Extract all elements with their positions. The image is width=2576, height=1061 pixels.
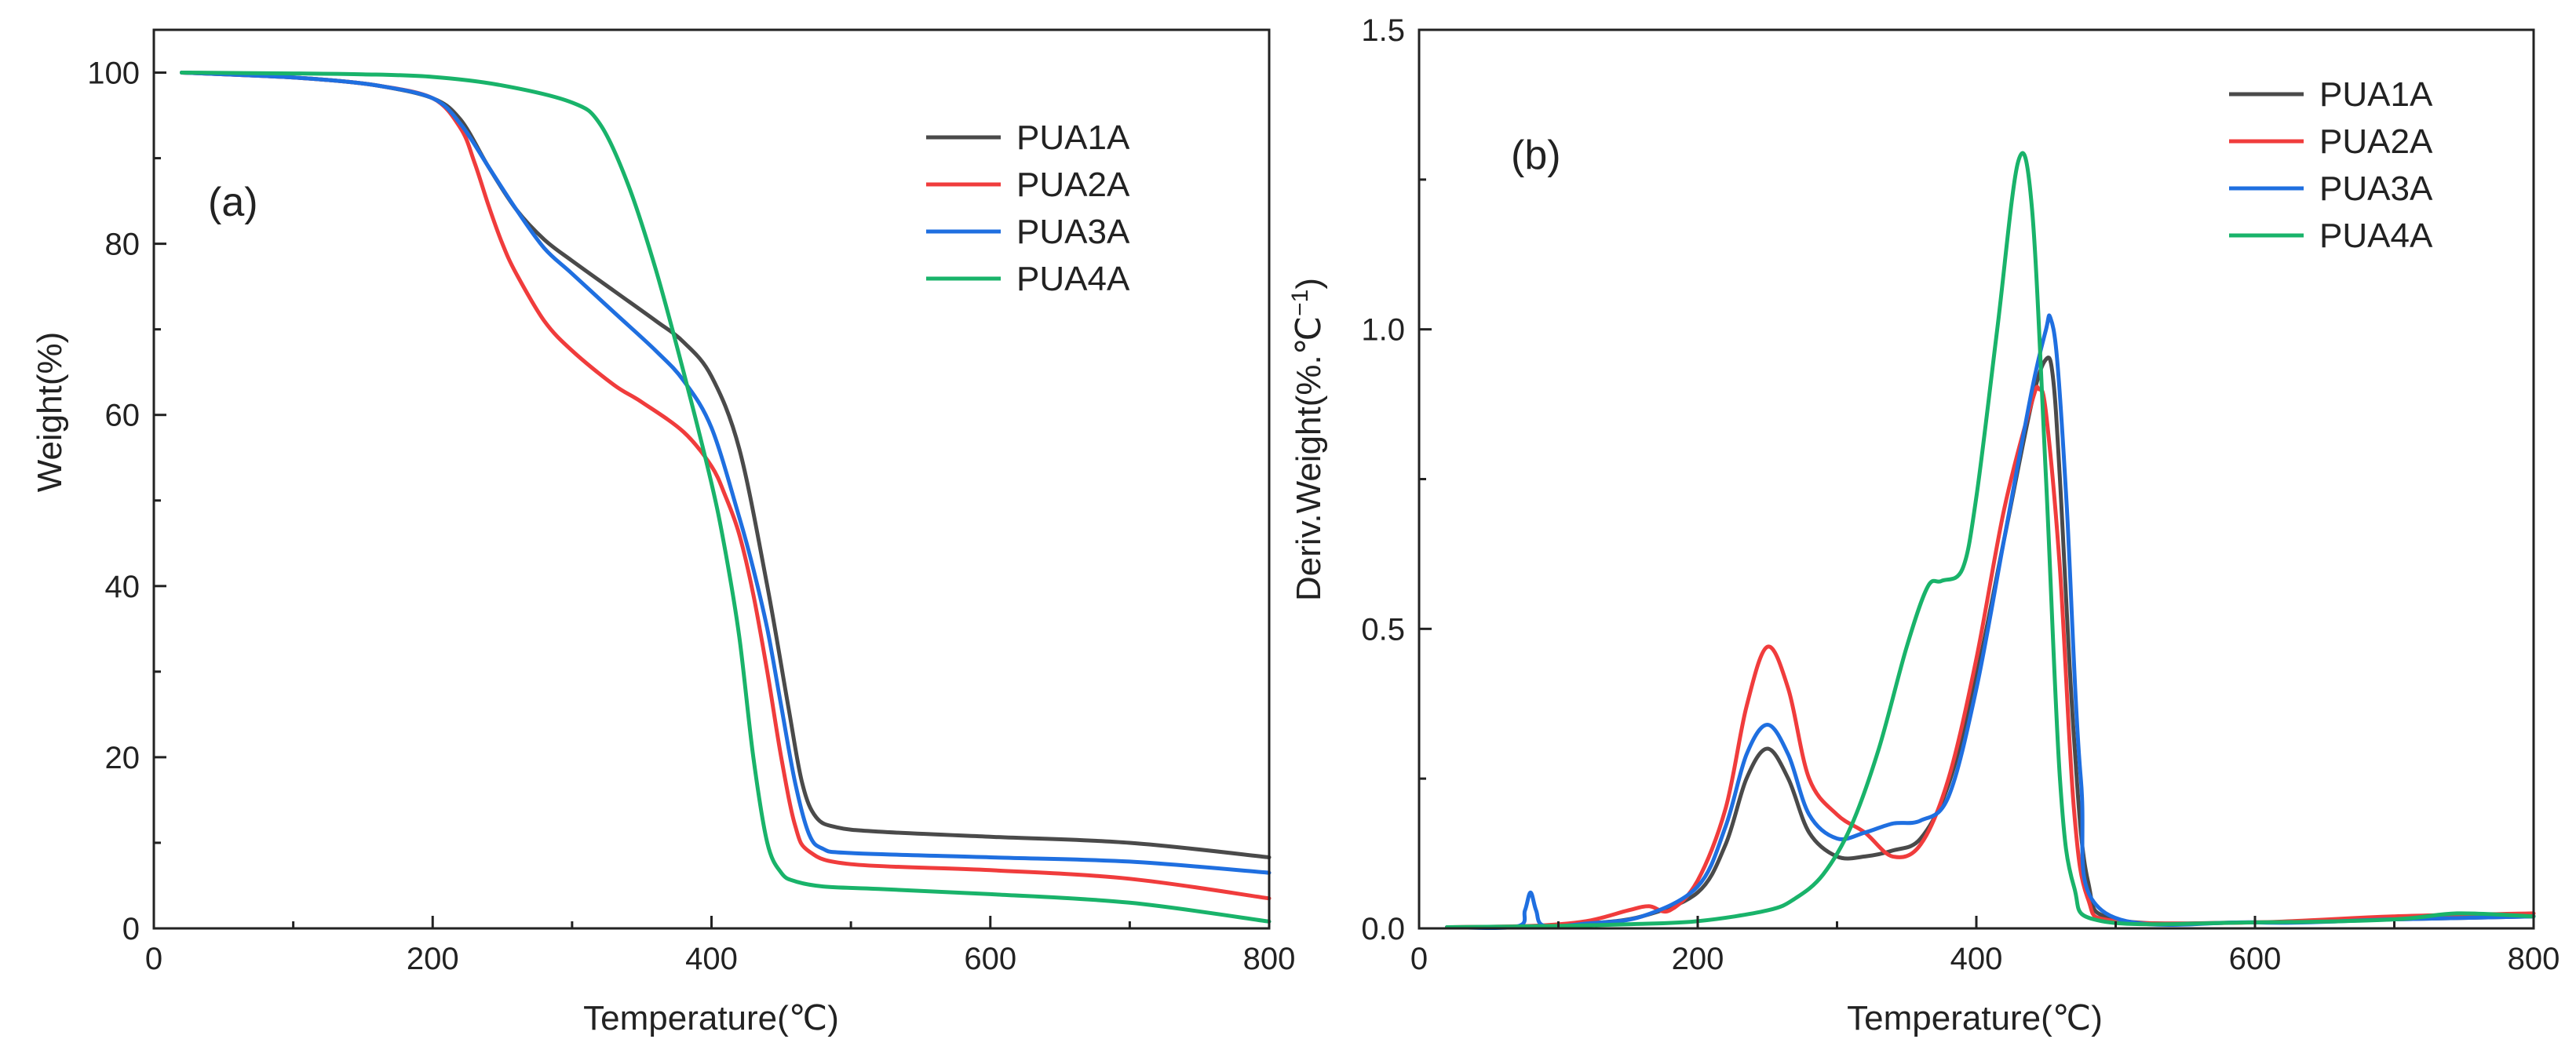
- panel-a-plot-frame: [152, 28, 1271, 930]
- panel-b-label: (b): [1511, 133, 1561, 178]
- panel-a-y-tick-label: 0: [122, 912, 140, 946]
- panel-b-legend-label-pua4a: PUA4A: [2319, 217, 2433, 255]
- panel-a-x-tick-label: 400: [685, 942, 738, 976]
- panel-a-x-tick-label: 800: [1243, 942, 1296, 976]
- panel-b-x-axis-label: Temperature(℃): [1847, 999, 2103, 1037]
- panel-b-plot-frame: [1418, 28, 2535, 930]
- panel-a-y-tick-label: 20: [105, 741, 140, 775]
- panel-b-series-pua4a: [1445, 151, 2536, 929]
- panel-a-y-tick-label: 100: [87, 57, 140, 91]
- panel-a-label: (a): [208, 180, 258, 225]
- panel-b-curves: [1445, 151, 2536, 930]
- panel-b-x-tick-label: 400: [1950, 942, 2003, 976]
- panel-a-legend-label-pua1a: PUA1A: [1016, 118, 1130, 157]
- panel-b-chart: 0 200 400 600 800 0.0 0.5 1.0 1.5 (b) Temperatur…: [1287, 13, 2560, 1037]
- panel-b-x-tick-label: 800: [2508, 942, 2560, 976]
- panel-b-legend: PUA1A PUA2A PUA3A PUA4A: [2229, 75, 2433, 255]
- panel-a-x-axis-label: Temperature(℃): [583, 999, 839, 1037]
- panel-a-x-tick-label: 0: [145, 942, 162, 976]
- panel-a-x-tick-label: 200: [407, 942, 459, 976]
- panel-a-y-axis-label: Weight(%): [31, 332, 69, 493]
- panel-b-y-tick-label: 1.0: [1361, 313, 1405, 348]
- panel-b-y-tick-label: 1.5: [1361, 13, 1405, 48]
- panel-a-y-tick-label: 80: [105, 228, 140, 262]
- panel-b-ticks: 0 200 400 600 800 0.0 0.5 1.0 1.5: [1361, 13, 2560, 976]
- panel-b-series-pua1a: [1445, 355, 2536, 929]
- panel-a-y-tick-label: 40: [105, 570, 140, 604]
- panel-b-legend-label-pua1a: PUA1A: [2319, 75, 2433, 114]
- panel-b-series-pua3a: [1445, 313, 2536, 930]
- panel-a-x-tick-label: 600: [964, 942, 1016, 976]
- panel-b-legend-label-pua3a: PUA3A: [2319, 170, 2433, 208]
- panel-b-y-axis-label-main: Deriv.Weight(%.℃: [1290, 316, 1328, 601]
- panel-b-y-tick-label: 0.0: [1361, 912, 1405, 946]
- panel-b-y-axis-label-close: ): [1290, 278, 1328, 290]
- panel-b-x-tick-label: 0: [1410, 942, 1428, 976]
- panel-b-series-pua2a: [1445, 385, 2536, 929]
- panel-a-series-pua4a: [180, 71, 1272, 924]
- panel-a-curves: [180, 71, 1272, 924]
- panel-b-x-tick-label: 600: [2229, 942, 2282, 976]
- panel-b-legend-label-pua2a: PUA2A: [2319, 122, 2433, 161]
- panel-b-x-tick-label: 200: [1672, 942, 1724, 976]
- panel-b-y-axis-label: Deriv.Weight(%.℃−1): [1287, 278, 1328, 601]
- panel-a-legend: PUA1A PUA2A PUA3A PUA4A: [926, 118, 1130, 298]
- panel-a-chart: 0 200 400 600 800 0 20 40 60 80 100 (a) Temperatur…: [31, 28, 1296, 1037]
- panel-a-series-pua3a: [180, 71, 1272, 875]
- panel-a-legend-label-pua2a: PUA2A: [1016, 166, 1130, 204]
- panel-b-y-axis-label-sup: −1: [1287, 290, 1313, 316]
- panel-b-y-tick-label: 0.5: [1361, 612, 1405, 647]
- panel-a-y-tick-label: 60: [105, 399, 140, 433]
- panel-a-legend-label-pua3a: PUA3A: [1016, 213, 1130, 251]
- panel-a-legend-label-pua4a: PUA4A: [1016, 260, 1130, 298]
